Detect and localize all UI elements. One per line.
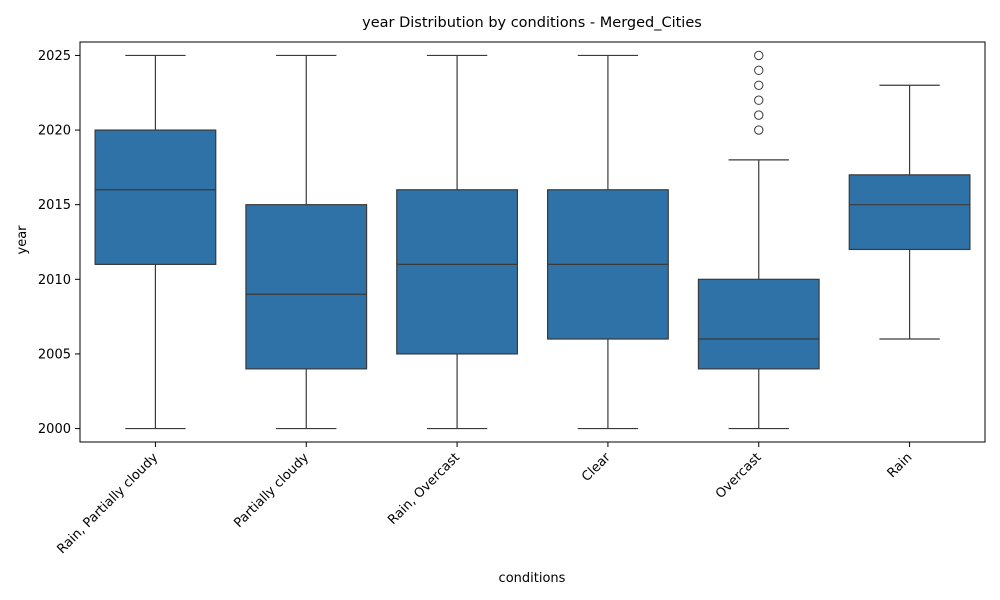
outlier-point	[754, 80, 764, 90]
iqr-box	[245, 204, 368, 370]
y-axis-title: year	[15, 225, 30, 255]
plot-area: 2000 2005 2010 2015 2020 2025 Rain, Partially …	[38, 41, 986, 557]
iqr-box	[396, 189, 519, 355]
y-tick-label: 2015	[38, 198, 71, 213]
chart-title: year Distribution by conditions - Merged…	[362, 15, 702, 31]
x-tick-label: Clear	[579, 450, 614, 485]
iqr-box	[94, 129, 217, 265]
x-tick-label: Partially cloudy	[231, 450, 312, 531]
x-tick-label: Rain, Partially cloudy	[54, 450, 161, 557]
plot-frame	[79, 41, 986, 443]
y-tick-label: 2000	[38, 422, 71, 437]
x-axis-title: conditions	[499, 571, 566, 586]
iqr-box	[697, 278, 820, 370]
iqr-box	[848, 174, 971, 251]
outlier-point	[754, 95, 764, 105]
y-tick-label: 2005	[38, 347, 71, 362]
y-tick-label: 2025	[38, 49, 71, 64]
x-tick-label: Overcast	[713, 450, 765, 502]
outlier-point	[754, 110, 764, 120]
outlier-point	[754, 50, 764, 61]
y-tick-label: 2010	[38, 273, 71, 288]
outlier-point	[754, 65, 764, 76]
x-tick-label: Rain	[885, 450, 916, 481]
x-tick-label: Rain, Overcast	[385, 450, 463, 528]
y-tick-label: 2020	[38, 124, 71, 139]
outlier-point	[754, 125, 764, 135]
